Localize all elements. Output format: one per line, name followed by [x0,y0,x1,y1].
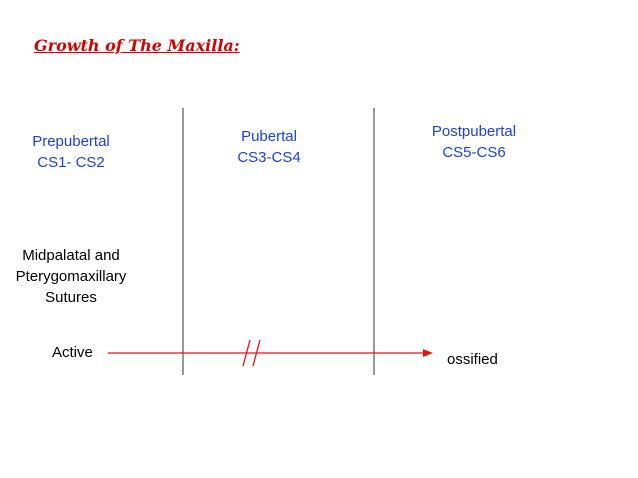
structure-label-line-3: Sutures [45,289,97,306]
start-state-label: Active [52,344,93,361]
stage-pubertal-range: CS3-CS4 [237,149,301,166]
stage-postpubertal-range: CS5-CS6 [442,144,506,161]
structure-label: Midpalatal and Pterygomaxillary Sutures [4,245,138,308]
break-mark-1 [242,339,251,367]
stage-prepubertal-name: Prepubertal [32,133,110,150]
structure-label-line-1: Midpalatal and [22,247,120,264]
stage-prepubertal: Prepubertal CS1- CS2 [16,131,126,173]
end-state-label: ossified [447,351,498,368]
stage-postpubertal-name: Postpubertal [431,123,517,140]
break-mark-2 [252,339,261,367]
slide-title: Growth of The Maxilla: [34,36,240,55]
structure-label-line-2: Pterygomaxillary [15,268,127,285]
stage-pubertal-name: Pubertal [241,128,297,145]
arrowhead-icon [423,349,433,357]
stage-prepubertal-range: CS1- CS2 [37,154,105,171]
stage-postpubertal: Postpubertal CS5-CS6 [414,121,534,163]
stage-pubertal: Pubertal CS3-CS4 [214,126,324,168]
